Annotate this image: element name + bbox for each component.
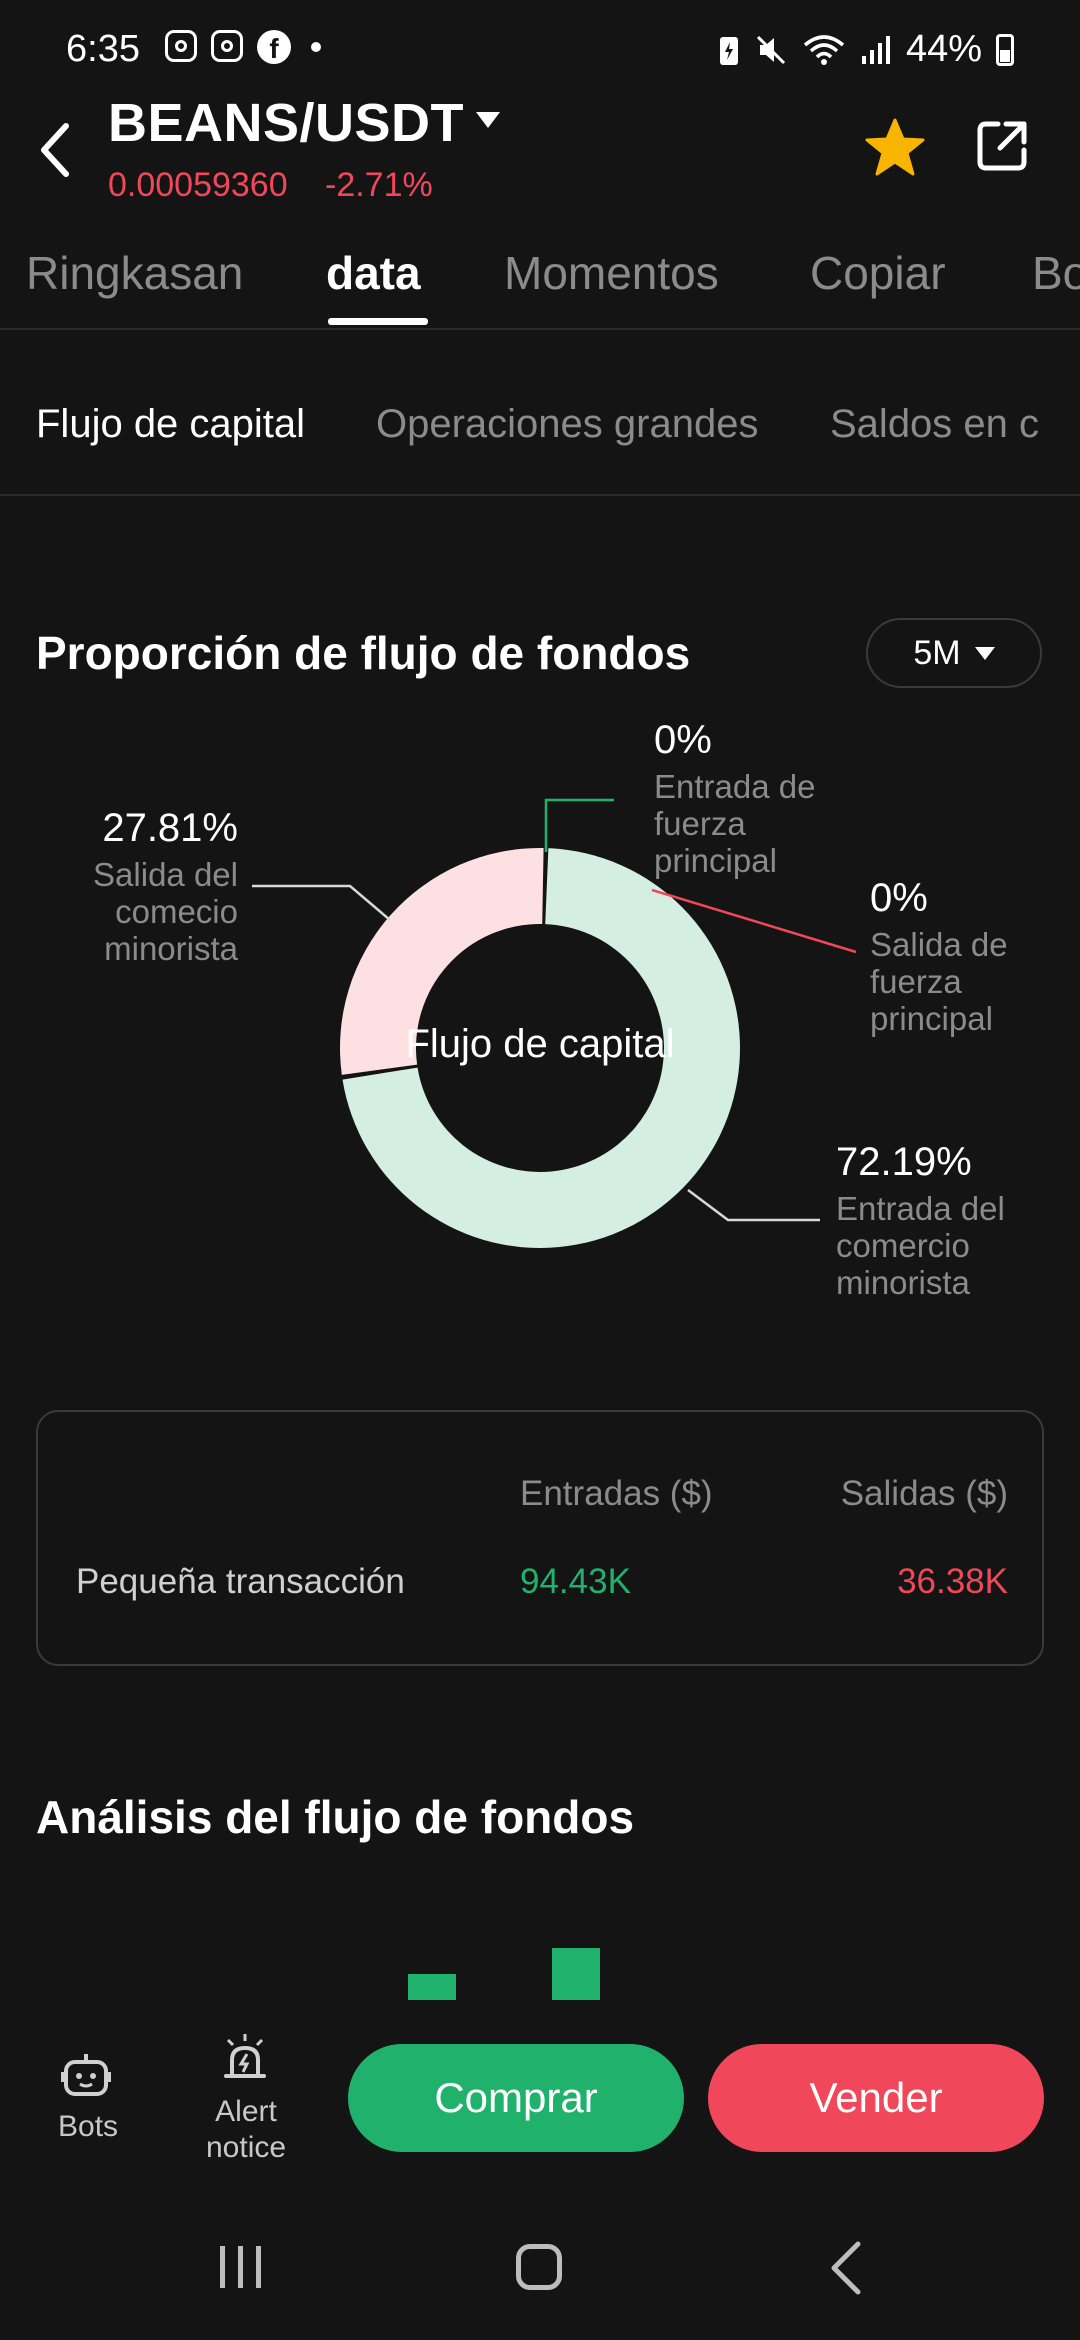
sub-tabs: Flujo de capital Operaciones grandes Sal…	[0, 376, 1080, 496]
period-selector[interactable]: 5M	[866, 618, 1042, 688]
tab-momentos[interactable]: Momentos	[504, 247, 719, 299]
slice-label-retail-inflow: Entrada del comercio minorista	[836, 1190, 1005, 1301]
donut-slice-2	[342, 848, 741, 1248]
facebook-icon: f	[257, 30, 291, 64]
battery-saver-icon	[719, 36, 738, 65]
flow-table-card: Entradas ($) Salidas ($) Pequeña transac…	[36, 1410, 1044, 1666]
battery-icon	[996, 33, 1014, 66]
star-icon[interactable]	[862, 116, 928, 180]
subtab-operaciones-grandes[interactable]: Operaciones grandes	[376, 402, 759, 446]
wifi-icon	[803, 34, 845, 65]
leader-line-1	[651, 888, 857, 954]
buy-button[interactable]: Comprar	[348, 2044, 684, 2152]
active-tab-indicator	[328, 318, 428, 325]
main-tabs: Ringkasan data Momentos Copiar Bo	[0, 240, 1080, 330]
back-icon[interactable]	[30, 118, 78, 182]
donut-slice-3	[340, 848, 544, 1075]
row-label-small-transaction: Pequeña transacción	[76, 1562, 405, 1601]
signal-icon	[861, 35, 890, 64]
mute-icon	[756, 35, 785, 64]
battery-percent: 44%	[905, 28, 982, 70]
slice-label-main-inflow: Entrada de fuerza principal	[654, 768, 816, 879]
tab-data[interactable]: data	[326, 247, 421, 299]
analysis-title: Análisis del flujo de fondos	[36, 1791, 635, 1843]
status-time: 6:35	[66, 28, 140, 70]
column-header-inflows: Entradas ($)	[520, 1474, 713, 1513]
recents-icon[interactable]	[216, 2244, 266, 2290]
status-system-icons: 44%	[718, 28, 1014, 71]
period-value: 5M	[913, 633, 961, 672]
subtab-flujo-de-capital[interactable]: Flujo de capital	[36, 402, 306, 446]
dropdown-caret-icon[interactable]	[474, 108, 502, 132]
leader-line-2	[687, 1189, 820, 1222]
status-app-icons: f	[165, 30, 321, 64]
donut-center-label: Flujo de capital	[405, 1022, 675, 1066]
analysis-bar	[408, 1974, 456, 2000]
slice-pct-retail-outflow: 27.81%	[102, 806, 238, 850]
tab-ringkasan[interactable]: Ringkasan	[26, 247, 244, 299]
instagram-icon	[211, 30, 243, 62]
pair-title[interactable]: BEANS/USDT	[108, 93, 465, 153]
sell-button[interactable]: Vender	[708, 2044, 1044, 2152]
slice-label-main-outflow: Salida de fuerza principal	[870, 926, 1008, 1037]
instagram-icon	[165, 30, 197, 62]
fund-flow-donut-chart	[252, 798, 857, 1248]
alert-icon[interactable]	[220, 2032, 270, 2084]
subtab-saldos[interactable]: Saldos en c	[830, 402, 1040, 446]
bots-label[interactable]: Bots	[58, 2110, 119, 2143]
leader-line-3	[252, 884, 391, 921]
outflow-value: 36.38K	[897, 1562, 1008, 1601]
alert-notice-label[interactable]: Alert notice	[206, 2095, 287, 2164]
slice-pct-main-inflow: 0%	[654, 718, 712, 762]
price-change: -2.71%	[325, 166, 433, 204]
slice-pct-main-outflow: 0%	[870, 876, 928, 920]
nav-back-icon[interactable]	[828, 2240, 864, 2296]
fund-flow-title: Proporción de flujo de fondos	[36, 627, 691, 679]
last-price: 0.00059360	[108, 166, 288, 204]
slice-label-retail-outflow: Salida del comecio minorista	[93, 856, 238, 967]
chevron-down-icon	[974, 646, 995, 660]
slice-pct-retail-inflow: 72.19%	[836, 1140, 972, 1184]
inflow-value: 94.43K	[520, 1562, 631, 1601]
tab-copiar[interactable]: Copiar	[810, 247, 946, 299]
analysis-bar	[552, 1948, 600, 2000]
notification-dot-icon	[311, 42, 321, 52]
leader-line-0	[544, 798, 614, 852]
share-icon[interactable]	[972, 116, 1032, 176]
column-header-outflows: Salidas ($)	[840, 1474, 1008, 1513]
bots-icon[interactable]	[60, 2050, 112, 2100]
home-icon[interactable]	[516, 2244, 562, 2290]
tab-bo[interactable]: Bo	[1032, 247, 1080, 299]
